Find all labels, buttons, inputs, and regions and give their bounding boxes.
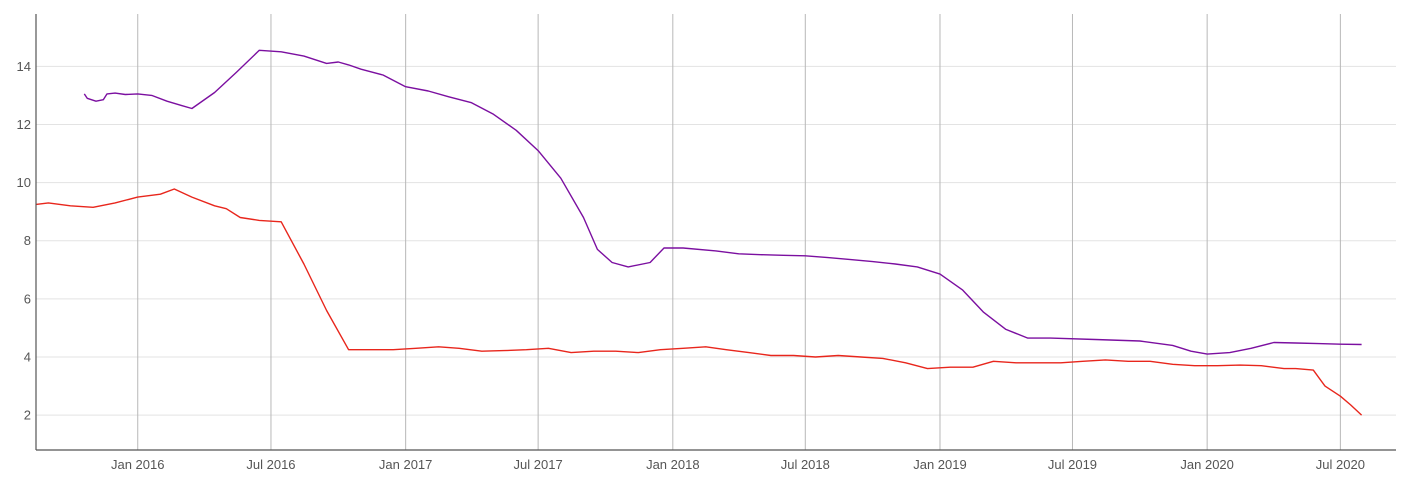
y-tick-label: 12 [17, 117, 31, 132]
tick-labels: 2 4 6 8 10 12 14 Jan 2016 Jul 2016 Jan 2017 Jul 20… [17, 59, 1365, 472]
x-tick-label: Jan 2019 [913, 457, 967, 472]
x-tick-label: Jul 2019 [1048, 457, 1097, 472]
series-lines [35, 49, 1363, 416]
y-tick-label: 2 [24, 408, 31, 423]
y-tick-label: 8 [24, 233, 31, 248]
x-tick-label: Jul 2018 [781, 457, 830, 472]
x-tick-label: Jul 2017 [514, 457, 563, 472]
axes [35, 14, 1396, 451]
x-tick-label: Jan 2016 [111, 457, 165, 472]
x-tick-label: Jul 2020 [1316, 457, 1365, 472]
y-tick-label: 10 [17, 175, 31, 190]
x-tick-label: Jan 2018 [646, 457, 700, 472]
series-line-2 [35, 188, 1363, 416]
y-tick-label: 6 [24, 291, 31, 306]
y-tick-label: 14 [17, 59, 31, 74]
x-tick-label: Jan 2017 [379, 457, 433, 472]
series-line-1 [83, 49, 1362, 355]
grid [36, 14, 1396, 450]
x-tick-label: Jan 2020 [1180, 457, 1234, 472]
y-tick-label: 4 [24, 349, 31, 364]
x-tick-label: Jul 2016 [246, 457, 295, 472]
